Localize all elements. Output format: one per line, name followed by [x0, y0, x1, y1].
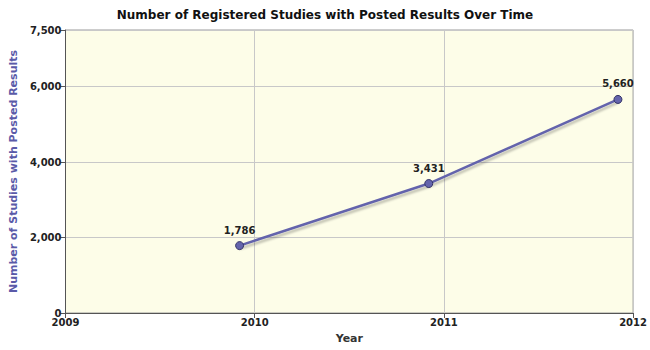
- svg-text:3,431: 3,431: [413, 163, 445, 174]
- svg-text:Number of Registered Studies w: Number of Registered Studies with Posted…: [117, 8, 533, 22]
- svg-text:2,000: 2,000: [30, 232, 62, 243]
- svg-text:Number of Studies with Posted: Number of Studies with Posted Results: [7, 50, 20, 294]
- svg-text:6,000: 6,000: [30, 81, 62, 92]
- svg-text:Year: Year: [335, 332, 364, 345]
- svg-text:2011: 2011: [430, 317, 458, 328]
- svg-text:2009: 2009: [52, 317, 80, 328]
- svg-text:5,660: 5,660: [602, 78, 634, 89]
- svg-text:0: 0: [54, 307, 62, 319]
- svg-text:2010: 2010: [241, 317, 269, 328]
- svg-text:2012: 2012: [619, 317, 647, 328]
- svg-text:1,786: 1,786: [224, 225, 256, 236]
- svg-text:7,500: 7,500: [30, 25, 62, 36]
- svg-text:4,000: 4,000: [30, 157, 62, 168]
